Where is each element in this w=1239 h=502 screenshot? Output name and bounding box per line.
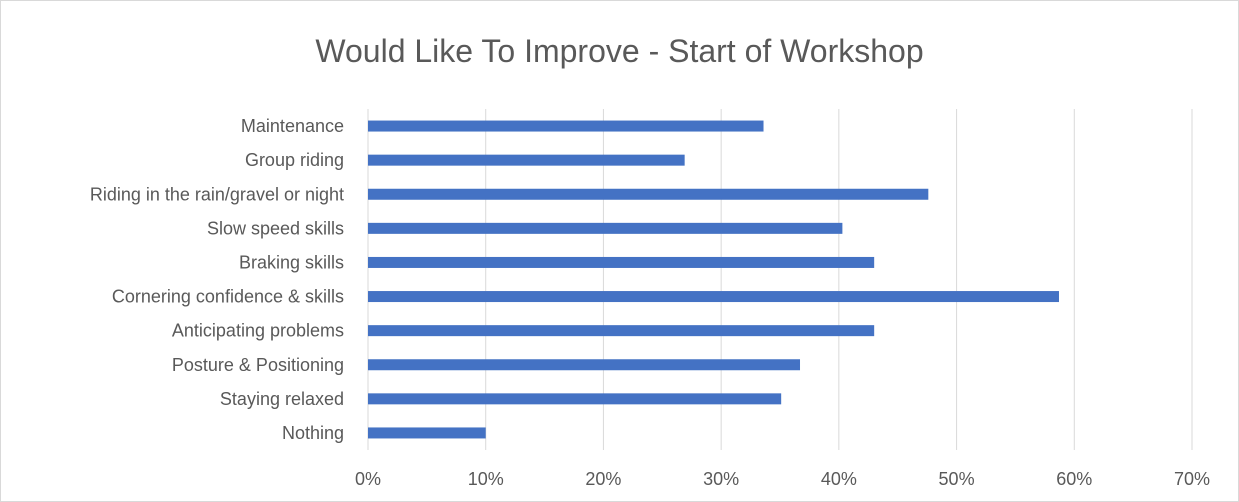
category-label: Slow speed skills bbox=[207, 218, 344, 238]
x-tick-label: 0% bbox=[355, 469, 381, 489]
bar bbox=[368, 222, 843, 234]
grid-layer bbox=[367, 109, 1193, 450]
bar bbox=[368, 359, 801, 371]
x-tick-label: 60% bbox=[1056, 469, 1092, 489]
category-label: Group riding bbox=[245, 150, 344, 170]
bar-layer bbox=[368, 120, 1059, 439]
bar bbox=[368, 120, 764, 132]
bar bbox=[368, 291, 1059, 303]
bar bbox=[368, 256, 875, 268]
category-label: Braking skills bbox=[239, 252, 344, 272]
x-tick-label: 50% bbox=[939, 469, 975, 489]
category-label: Posture & Positioning bbox=[172, 355, 344, 375]
x-tick-label: 70% bbox=[1174, 469, 1210, 489]
x-tick-label: 30% bbox=[703, 469, 739, 489]
category-label: Cornering confidence & skills bbox=[112, 287, 344, 307]
category-label: Staying relaxed bbox=[220, 389, 344, 409]
bar bbox=[368, 393, 782, 405]
bar bbox=[368, 154, 685, 166]
category-label: Anticipating problems bbox=[172, 321, 344, 341]
category-label: Maintenance bbox=[241, 116, 344, 136]
category-labels: Maintenance Group riding Riding in the rai… bbox=[90, 116, 344, 443]
x-tick-label: 40% bbox=[821, 469, 857, 489]
bar bbox=[368, 188, 929, 200]
category-label: Nothing bbox=[282, 423, 344, 443]
bar bbox=[368, 427, 486, 439]
chart-title: Would Like To Improve - Start of Worksho… bbox=[315, 33, 924, 69]
x-tick-labels: 0% 10% 20% 30% 40% 50% 60% 70% bbox=[355, 469, 1210, 489]
x-tick-label: 10% bbox=[468, 469, 504, 489]
category-label: Riding in the rain/gravel or night bbox=[90, 184, 344, 204]
x-tick-label: 20% bbox=[585, 469, 621, 489]
bar bbox=[368, 325, 875, 337]
